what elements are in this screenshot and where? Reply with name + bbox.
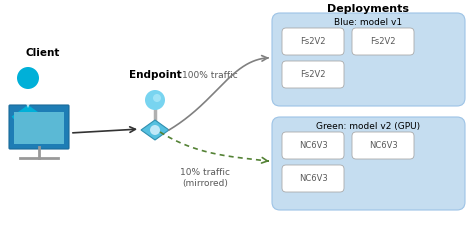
FancyBboxPatch shape	[282, 28, 344, 55]
Text: NC6V3: NC6V3	[369, 141, 398, 150]
Text: 10% traffic
(mirrored): 10% traffic (mirrored)	[180, 168, 230, 188]
Polygon shape	[23, 97, 33, 108]
Circle shape	[17, 67, 39, 89]
Text: 100% traffic: 100% traffic	[182, 71, 238, 81]
Circle shape	[145, 90, 165, 110]
Text: Fs2V2: Fs2V2	[370, 37, 396, 46]
Text: Client: Client	[26, 48, 60, 58]
Polygon shape	[141, 120, 169, 140]
FancyBboxPatch shape	[282, 132, 344, 159]
Text: Deployments: Deployments	[327, 4, 409, 14]
FancyBboxPatch shape	[282, 165, 344, 192]
Text: Fs2V2: Fs2V2	[300, 70, 326, 79]
Wedge shape	[12, 105, 44, 125]
Text: Endpoint: Endpoint	[129, 70, 181, 80]
Text: NC6V3: NC6V3	[299, 174, 327, 183]
Bar	[14, 112, 64, 144]
FancyBboxPatch shape	[9, 105, 69, 149]
FancyBboxPatch shape	[282, 61, 344, 88]
FancyBboxPatch shape	[272, 117, 465, 210]
FancyBboxPatch shape	[352, 28, 414, 55]
Text: NC6V3: NC6V3	[299, 141, 327, 150]
Text: Blue: model v1: Blue: model v1	[334, 18, 403, 27]
FancyBboxPatch shape	[272, 13, 465, 106]
Circle shape	[153, 94, 161, 102]
Text: Green: model v2 (GPU): Green: model v2 (GPU)	[317, 122, 421, 131]
Text: Fs2V2: Fs2V2	[300, 37, 326, 46]
Circle shape	[150, 125, 160, 135]
FancyBboxPatch shape	[352, 132, 414, 159]
